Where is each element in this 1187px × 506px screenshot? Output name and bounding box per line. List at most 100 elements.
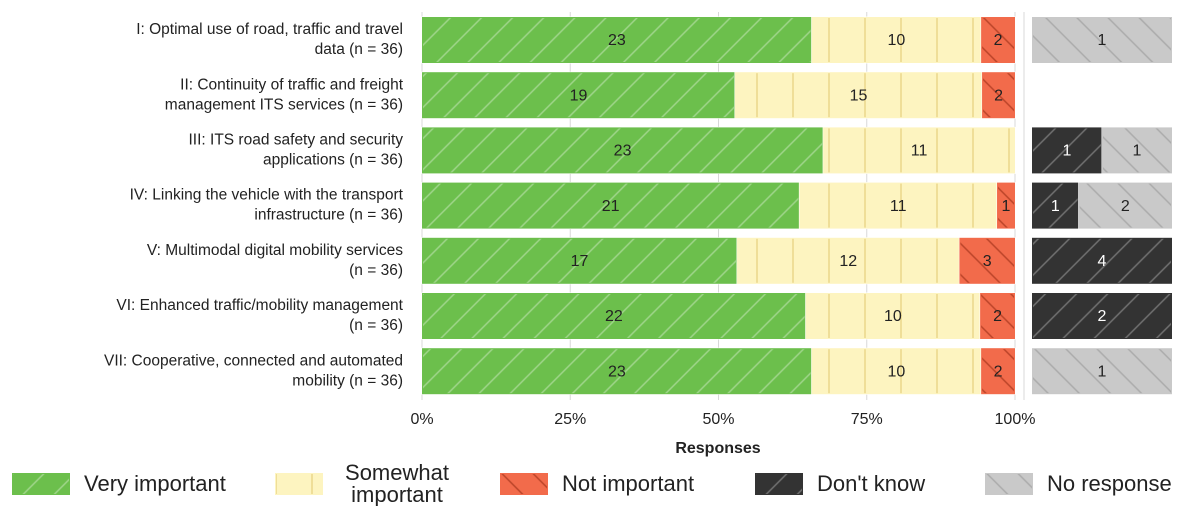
data-label: 11: [911, 143, 928, 160]
data-label: 3: [983, 253, 992, 270]
legend: Very important Somewhat important Not impo…: [0, 462, 1187, 506]
x-tick-label: 100%: [995, 411, 1036, 428]
x-tick-label: 50%: [702, 411, 734, 428]
bar-segment: [798, 182, 998, 230]
bar-outline: [1032, 348, 1172, 395]
y-tick-label: applications (n = 36): [263, 151, 403, 168]
data-label: 1: [1063, 143, 1072, 160]
legend-label: Somewhat important: [345, 460, 449, 506]
bar-outline: [959, 237, 1015, 284]
y-tick-label: IV: Linking the vehicle with the transpo…: [130, 187, 404, 204]
y-tick-label: II: Continuity of traffic and freight: [180, 76, 404, 93]
legend-swatch-rect: [12, 473, 70, 495]
legend-swatch: [755, 473, 803, 495]
bar-outline: [981, 17, 1015, 63]
data-label: 2: [994, 32, 1003, 49]
bar-outline: [1032, 237, 1172, 284]
legend-swatch: [985, 473, 1033, 495]
bar-outline: [982, 72, 1015, 119]
y-tick-label: management ITS services (n = 36): [165, 96, 403, 113]
data-label: 15: [850, 87, 868, 104]
legend-label: No response: [1047, 471, 1172, 496]
bar-segment: [421, 292, 807, 340]
data-label: 23: [608, 32, 626, 49]
data-label: 1: [1098, 363, 1107, 380]
bar-segment: [421, 347, 813, 395]
y-tick-label: I: Optimal use of road, traffic and trav…: [136, 21, 403, 38]
x-tick-label: 0%: [410, 411, 433, 428]
legend-swatch: [12, 473, 70, 495]
bar-outline: [422, 17, 812, 63]
data-label: 11: [890, 198, 907, 215]
legend-item: Very important: [12, 462, 226, 506]
chart: Responses 0% 25% 50% 75% 100% I: Optimal use …: [104, 12, 1173, 457]
bar-segment: [981, 71, 1016, 119]
data-label: 2: [1098, 308, 1107, 325]
legend-swatch-rect: [275, 473, 323, 495]
y-tick-label: mobility (n = 36): [292, 372, 403, 389]
bar-outline: [422, 348, 812, 395]
data-label: 2: [994, 363, 1003, 380]
y-tick-label: data (n = 36): [315, 41, 403, 58]
bar-segment: [1031, 237, 1173, 285]
data-label: 10: [884, 308, 902, 325]
x-axis-label: Responses: [675, 440, 760, 457]
data-label: 23: [614, 143, 632, 160]
data-label: 23: [608, 363, 626, 380]
data-label: 17: [571, 253, 589, 270]
legend-swatch: [500, 473, 548, 495]
bar-outline: [997, 182, 1015, 229]
y-tick-label: VI: Enhanced traffic/mobility management: [116, 297, 403, 314]
data-label: 2: [993, 308, 1002, 325]
data-label: 4: [1098, 253, 1107, 270]
data-label: 10: [888, 32, 906, 49]
bar-outline: [823, 127, 1015, 174]
bar-outline: [1078, 182, 1172, 229]
y-tick-label: VII: Cooperative, connected and automate…: [104, 352, 403, 369]
data-label: 1: [1002, 198, 1011, 215]
data-label: 22: [605, 308, 623, 325]
legend-swatch-rect: [500, 473, 548, 495]
bar-outline: [734, 72, 983, 119]
legend-item: Somewhat important: [275, 462, 457, 506]
bar-segment: [980, 347, 1016, 395]
legend-item: No response: [985, 462, 1172, 506]
data-label: 10: [888, 363, 906, 380]
y-tick-label: infrastructure (n = 36): [254, 207, 403, 224]
data-label: 1: [1098, 32, 1107, 49]
data-label: 12: [839, 253, 857, 270]
bar-outline: [980, 293, 1016, 339]
bar-outline: [1032, 293, 1172, 339]
legend-label: Very important: [84, 471, 226, 496]
legend-swatch-rect: [985, 473, 1033, 495]
legend-swatch-rect: [755, 473, 803, 495]
y-tick-label: V: Multimodal digital mobility services: [147, 242, 403, 259]
bar-outline: [805, 293, 981, 339]
legend-label: Don't know: [817, 471, 926, 496]
bar-segment: [822, 126, 1016, 174]
x-tick-label: 75%: [851, 411, 883, 428]
legend-label: Not important: [562, 471, 695, 496]
bar-segment: [1101, 126, 1173, 174]
y-tick-label: III: ITS road safety and security: [188, 131, 403, 148]
data-label: 1: [1133, 143, 1142, 160]
bar-outline: [422, 72, 735, 119]
data-label: 2: [994, 87, 1003, 104]
bar-segment: [421, 237, 738, 285]
bar-segment: [811, 16, 982, 64]
legend-swatch: [275, 473, 323, 495]
bar-outline: [1102, 127, 1172, 174]
bar-segment: [811, 347, 982, 395]
legend-item: Not important: [500, 462, 694, 506]
data-label: 1: [1051, 198, 1060, 215]
data-label: 2: [1121, 198, 1130, 215]
bar-segment: [421, 182, 800, 230]
bar-segment: [421, 126, 824, 174]
bar-outline: [981, 348, 1015, 395]
data-label: 21: [602, 198, 620, 215]
bar-outline: [1032, 17, 1172, 63]
y-tick-label: (n = 36): [349, 262, 403, 279]
bar-segment: [421, 71, 736, 119]
x-tick-label: 25%: [554, 411, 586, 428]
